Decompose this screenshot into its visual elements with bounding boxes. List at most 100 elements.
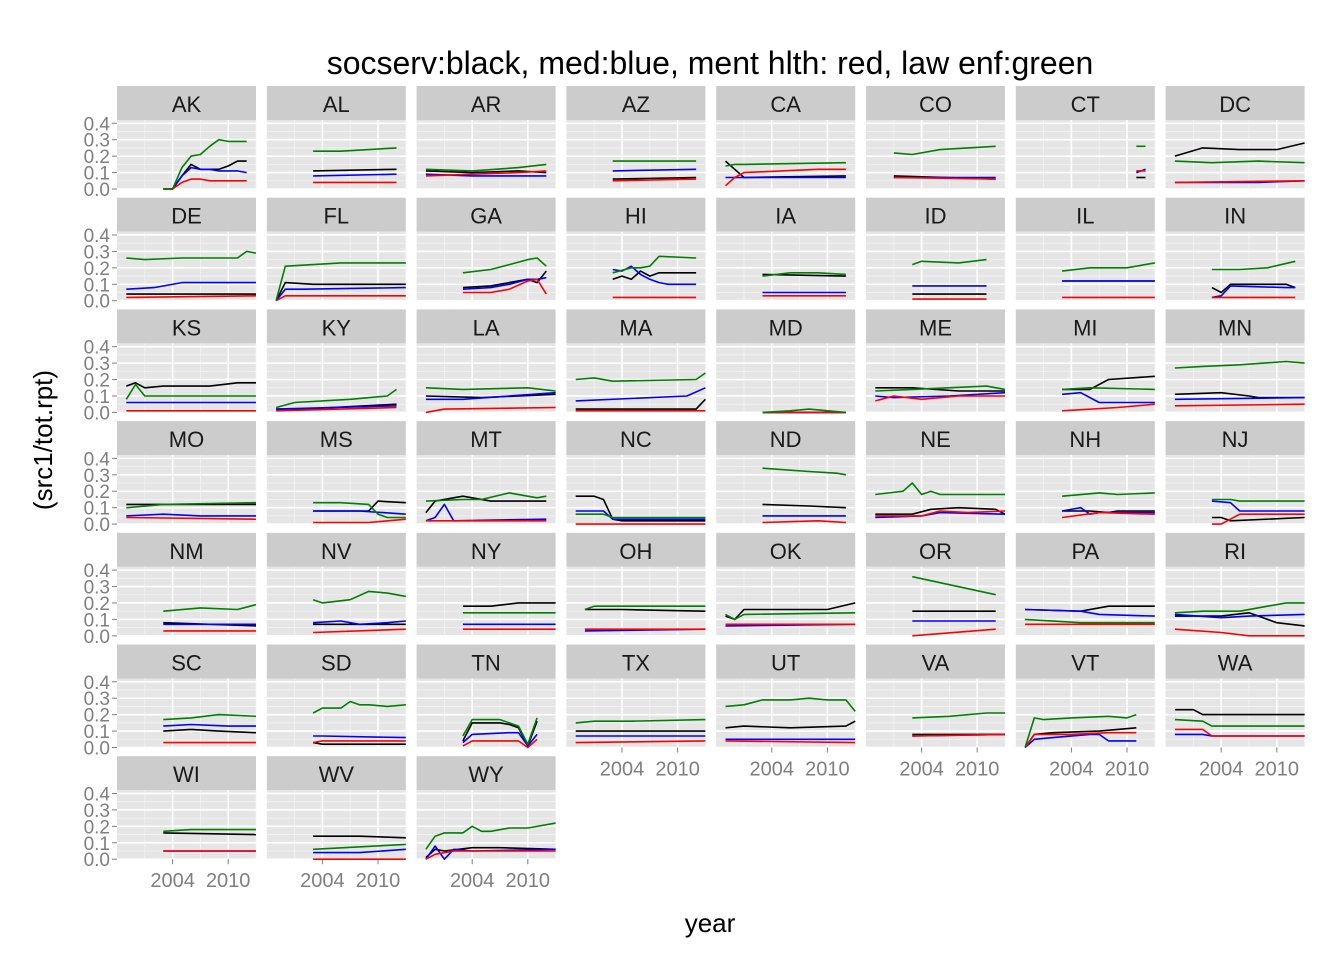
facet-panel: CA [716, 86, 856, 190]
facet-strip [266, 421, 406, 456]
facet-strip-label: OH [619, 539, 652, 564]
y-tick-label: 0.1 [84, 610, 110, 631]
y-tick-label: 0.2 [84, 371, 110, 392]
series-line-socserv [875, 386, 1005, 392]
series-line-law-enf [912, 258, 987, 266]
facet-strip [117, 644, 256, 679]
series-line-law-enf [425, 492, 547, 502]
plot-background [117, 455, 256, 525]
facet-strip [866, 86, 1005, 120]
facet-strip-label: AK [172, 92, 202, 117]
series-line-ment-hlth [163, 178, 247, 190]
facet-panel: KS 0.00.10.20.30.4 [84, 309, 257, 424]
series-line-socserv [1174, 142, 1305, 157]
facet-panel: ME [866, 309, 1006, 414]
facet-strip [416, 532, 556, 567]
series-line-ment-hlth [425, 406, 556, 414]
facet-strip-label: GA [470, 204, 502, 229]
series-line-ment-hlth [612, 178, 697, 182]
y-tick-label: 0.0 [84, 292, 110, 313]
facet-strip-label: DE [171, 204, 202, 229]
facet-strip [716, 421, 856, 456]
series-line-socserv [762, 503, 846, 509]
facet-strip-label: AR [471, 92, 502, 117]
y-tick-label: 0.1 [84, 164, 110, 185]
plot-background [716, 120, 856, 189]
series-line-law-enf [1062, 262, 1155, 272]
plot-background [266, 343, 406, 413]
facet-strip-label: KY [322, 315, 352, 340]
y-tick-label: 0.3 [84, 801, 110, 822]
facet-strip [117, 309, 256, 344]
facet-strip [266, 86, 406, 120]
facet-strip [566, 421, 706, 456]
plot-background [1165, 120, 1305, 189]
facet-strip [416, 309, 556, 344]
facet-strip [716, 532, 856, 567]
facet-strip [1165, 532, 1305, 567]
y-tick-label: 0.4 [84, 673, 111, 694]
facet-strip [716, 309, 856, 344]
y-tick-label: 0.2 [84, 482, 110, 503]
facet-strip-label: NH [1069, 427, 1101, 452]
facet-panel: NV [266, 532, 407, 637]
series-line-law-enf [163, 603, 257, 612]
facet-strip [1015, 309, 1155, 344]
facet-strip-label: NV [321, 539, 352, 564]
facet-panel: CO [866, 86, 1006, 190]
series-line-law-enf [1174, 718, 1305, 727]
series-line-socserv [612, 176, 697, 180]
series-line-ment-hlth [1174, 728, 1305, 737]
facet-strip-label: NC [620, 427, 652, 452]
plot-background [117, 790, 256, 860]
series-line-law-enf [425, 163, 547, 172]
series-line-law-enf [313, 147, 397, 152]
facet-panel: WV 2004 2010 [266, 756, 407, 892]
y-tick-label: 0.1 [84, 499, 110, 520]
panels: AK0.00.10.20.30.4AL AR AZ CA CO CT DCDE0.00.10… [84, 86, 1305, 892]
facet-panel: WA 2004 2010 [1165, 644, 1305, 781]
facet-strip-label: VA [922, 651, 950, 676]
facet-strip-label: TX [622, 651, 650, 676]
series-line-ment-hlth [312, 740, 406, 744]
plot-background [1015, 120, 1155, 189]
y-tick-label: 0.2 [84, 594, 110, 615]
series-line-socserv [275, 281, 406, 302]
facet-strip [866, 532, 1005, 567]
facet-strip [1165, 309, 1305, 344]
plot-background [716, 678, 856, 748]
y-tick-label: 0.4 [84, 338, 111, 359]
plot-background [566, 231, 706, 301]
facet-panel: MA [566, 309, 706, 414]
series-line-ment-hlth [875, 510, 1006, 517]
series-line-ment-hlth [725, 740, 856, 744]
facet-strip [416, 421, 556, 456]
facet-strip [1165, 86, 1305, 120]
series-line-ment-hlth [313, 628, 406, 634]
facet-strip [1165, 421, 1305, 456]
series-line-law-enf [762, 408, 846, 414]
facet-panel: ND [716, 421, 856, 525]
series-line-ment-hlth [912, 628, 996, 637]
plot-background [866, 231, 1005, 301]
facet-strip [416, 644, 556, 679]
facet-panel: DE 0.00.10.20.30.4 [84, 197, 257, 313]
facet-strip [716, 86, 856, 120]
facet-panel: NE [866, 421, 1006, 525]
series-line-socserv [126, 381, 256, 389]
y-tick-label: 0.3 [84, 354, 110, 375]
series-line-law-enf [575, 718, 706, 724]
x-tick-label: 2010 [506, 870, 551, 892]
facet-strip-label: WI [173, 762, 200, 787]
series-line-law-enf [1174, 160, 1305, 164]
series-line-socserv [584, 608, 706, 612]
series-line-ment-hlth [575, 740, 706, 744]
series-line-socserv [313, 168, 397, 172]
facet-strip [866, 197, 1005, 232]
facet-panel: AR [416, 86, 556, 190]
facet-panel: VT 2004 2010 [1015, 644, 1156, 781]
series-line-law-enf [725, 161, 846, 167]
facet-strip [566, 644, 706, 679]
facet-panel: WI 0.00.10.20.30.4 2004 2010 [84, 756, 257, 892]
